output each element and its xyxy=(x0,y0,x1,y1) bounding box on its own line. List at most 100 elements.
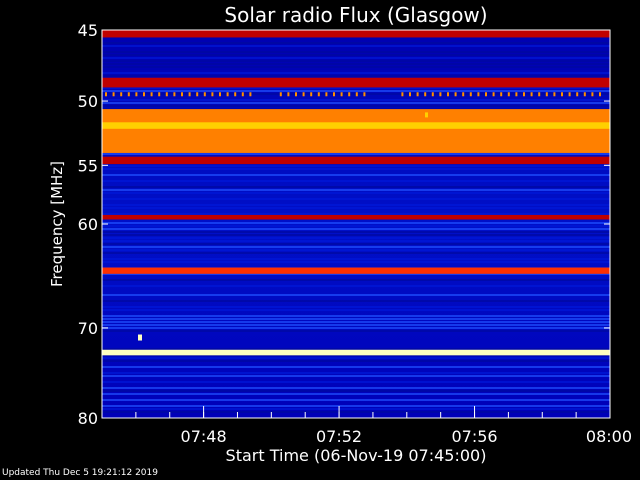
spectrogram-row xyxy=(102,198,610,200)
interference-marker xyxy=(583,92,586,97)
spectrogram-row xyxy=(102,66,610,68)
emission-band xyxy=(102,214,610,220)
spectrogram-row xyxy=(102,399,610,401)
interference-marker xyxy=(340,92,343,97)
interference-marker xyxy=(287,92,290,97)
interference-marker xyxy=(325,92,328,97)
interference-marker xyxy=(127,92,130,97)
spectrogram-row xyxy=(102,273,610,275)
interference-marker xyxy=(135,92,138,97)
emission-band xyxy=(102,349,610,356)
spectrogram-row xyxy=(102,108,610,110)
x-tick-label: 08:00 xyxy=(586,427,632,446)
spectrogram-row xyxy=(102,63,610,65)
interference-marker xyxy=(203,92,206,97)
x-axis: 07:48 07:52 07:56 08:00 xyxy=(135,406,632,446)
spectrogram-row xyxy=(102,57,610,59)
interference-marker xyxy=(447,92,449,97)
spectrogram-row xyxy=(102,411,610,413)
spectrogram-row xyxy=(102,234,610,236)
y-tick-label: 50 xyxy=(78,92,98,111)
spectrogram-row xyxy=(102,222,610,224)
interference-marker xyxy=(173,92,176,97)
interference-marker xyxy=(545,92,548,97)
interference-marker xyxy=(150,92,153,97)
spectrogram-row xyxy=(102,330,610,332)
spectrogram-row xyxy=(102,192,610,194)
interference-marker xyxy=(279,92,282,97)
y-tick-label: 70 xyxy=(78,319,98,338)
interference-marker xyxy=(599,92,601,97)
spectrogram-row xyxy=(102,105,610,107)
interference-marker xyxy=(553,92,556,97)
spectrogram-row xyxy=(102,186,610,188)
spectrogram-row xyxy=(102,324,610,326)
interference-marker xyxy=(576,92,579,97)
emission-band xyxy=(102,77,610,88)
x-tick-label: 07:52 xyxy=(316,427,362,446)
spectrogram-row xyxy=(102,99,610,101)
interference-marker xyxy=(454,92,457,97)
interference-marker xyxy=(241,92,244,97)
interference-marker xyxy=(219,92,221,97)
spectrogram-row xyxy=(102,204,610,206)
spectrogram-row xyxy=(102,327,610,329)
interference-marker xyxy=(158,92,161,97)
spectrogram-row xyxy=(102,261,610,263)
spectrogram-row xyxy=(102,51,610,53)
interference-marker xyxy=(112,92,115,97)
spectrogram-row xyxy=(102,318,610,320)
spectrogram-row xyxy=(102,279,610,281)
spectrogram-row xyxy=(102,357,610,359)
spectrogram-rows xyxy=(102,33,610,413)
spectrogram-row xyxy=(102,189,610,191)
emission-band xyxy=(102,109,610,153)
y-tick-label: 45 xyxy=(78,21,98,40)
spectrogram-row xyxy=(102,54,610,56)
spectrogram-row xyxy=(102,165,610,167)
interference-marker xyxy=(348,92,351,97)
interference-marker xyxy=(439,92,442,97)
interference-marker xyxy=(181,92,183,97)
spectrogram-row xyxy=(102,321,610,323)
spectrogram-row xyxy=(102,153,610,155)
interference-marker xyxy=(333,92,335,97)
spectrogram-row xyxy=(102,102,610,104)
interference-marker xyxy=(561,92,563,97)
spectrogram-row xyxy=(102,300,610,302)
spectrogram-row xyxy=(102,387,610,389)
burst-marker xyxy=(425,112,428,118)
interference-marker xyxy=(120,92,123,97)
y-tick-label: 80 xyxy=(78,409,98,428)
spectrogram-row xyxy=(102,75,610,77)
spectrogram-row xyxy=(102,240,610,242)
interference-marker xyxy=(317,92,320,97)
interference-marker xyxy=(401,92,404,97)
spectrogram-row xyxy=(102,42,610,44)
interference-marker xyxy=(196,92,199,97)
interference-marker xyxy=(538,92,541,97)
interference-marker xyxy=(507,92,510,97)
x-tick-label: 07:48 xyxy=(181,427,227,446)
interference-marker xyxy=(500,92,503,97)
spectrogram-row xyxy=(102,375,610,377)
y-axis-label: Frequency [MHz] xyxy=(48,161,66,287)
interference-marker xyxy=(515,92,518,97)
interference-marker xyxy=(143,92,145,97)
spectrogram-row xyxy=(102,228,610,230)
spectrogram-row xyxy=(102,180,610,182)
spectrogram-row xyxy=(102,87,610,89)
interference-marker xyxy=(462,92,465,97)
interference-marker xyxy=(431,92,434,97)
x-axis-label: Start Time (06-Nov-19 07:45:00) xyxy=(226,446,487,465)
spectrogram-row xyxy=(102,90,610,92)
spectrogram-row xyxy=(102,381,610,383)
spectrogram-row xyxy=(102,372,610,374)
spectrogram-row xyxy=(102,408,610,410)
y-axis: 45 50 55 60 70 80 xyxy=(78,21,610,428)
spectrogram-row xyxy=(102,258,610,260)
interference-marker xyxy=(416,92,419,97)
y-tick-label: 60 xyxy=(78,215,98,234)
spectrogram-row xyxy=(102,60,610,62)
